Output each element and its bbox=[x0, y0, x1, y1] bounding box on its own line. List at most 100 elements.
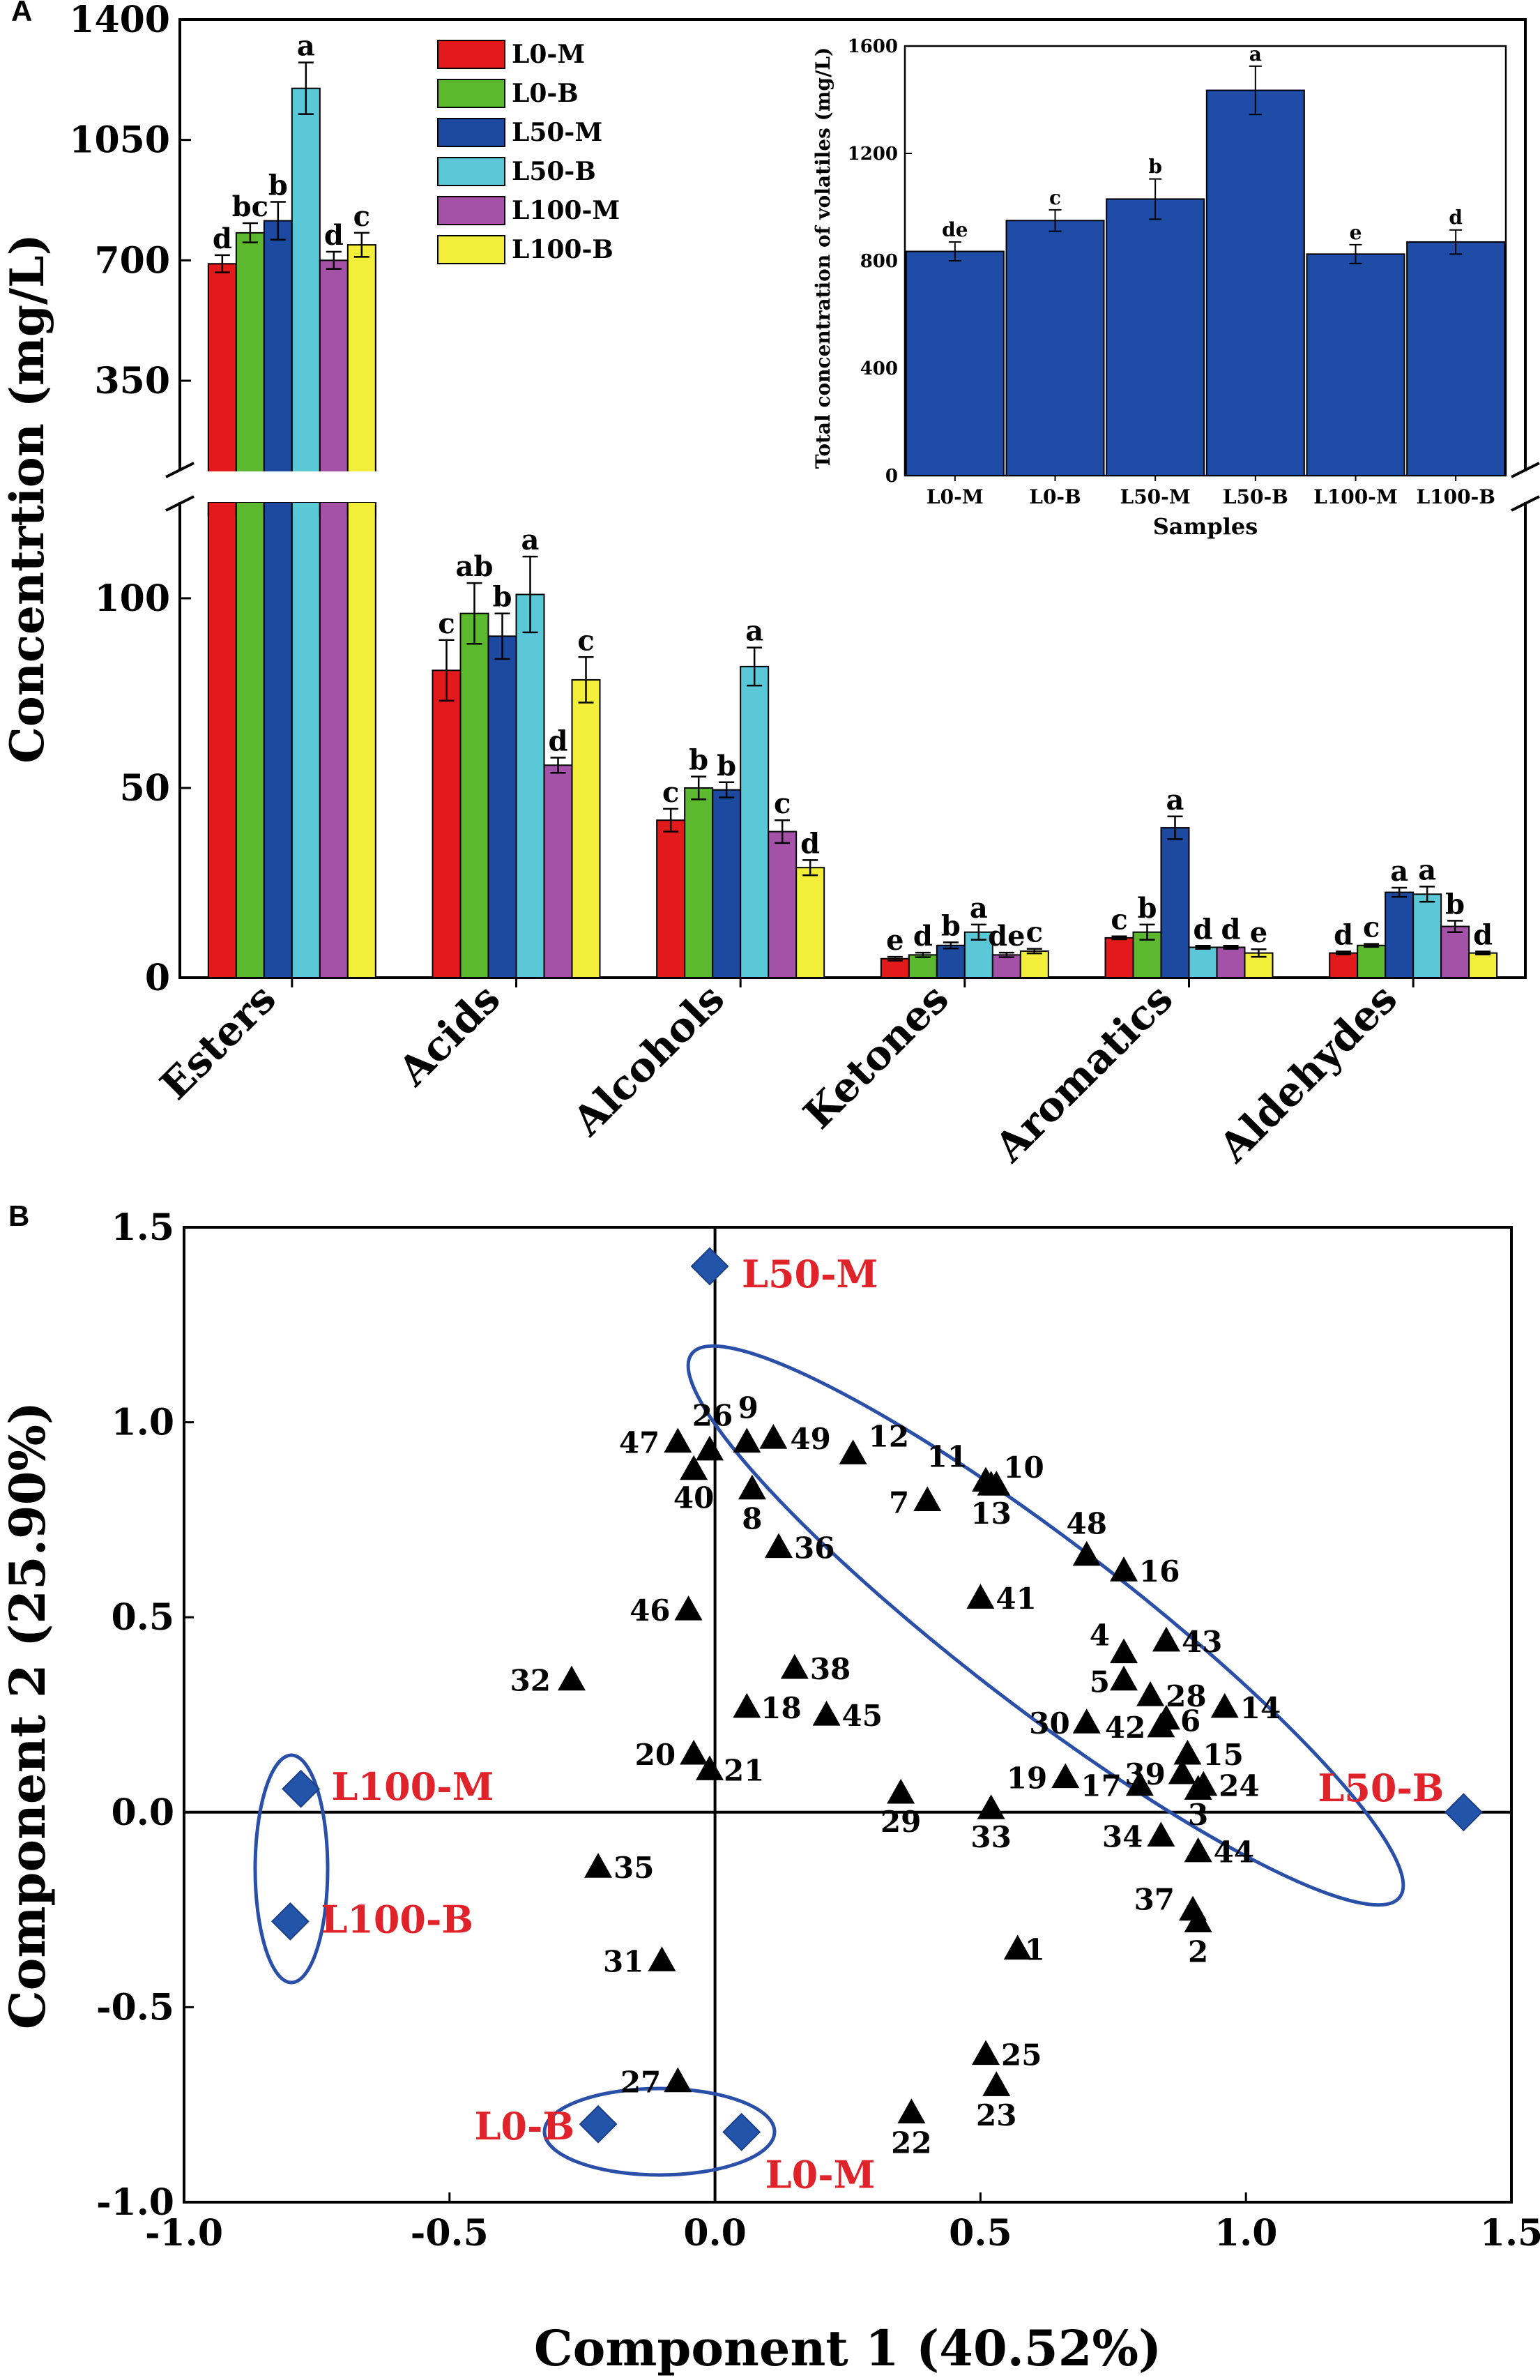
compound-label: 41 bbox=[996, 1582, 1036, 1616]
legend-swatch bbox=[437, 79, 505, 108]
bar bbox=[740, 665, 770, 978]
compound-label: 1 bbox=[1025, 1933, 1045, 1967]
inset-bar bbox=[1106, 198, 1205, 476]
x-tick-label: 0.5 bbox=[949, 2212, 1012, 2254]
compound-label: 32 bbox=[510, 1664, 551, 1698]
compound-marker bbox=[695, 1435, 724, 1461]
sample-label: L50-M bbox=[742, 1252, 878, 1296]
significance-letter: ab bbox=[456, 550, 494, 583]
bar bbox=[908, 954, 938, 979]
panel-label-b: B bbox=[8, 1199, 29, 1232]
significance-letter: c bbox=[1363, 911, 1380, 944]
significance-letter: d bbox=[1334, 918, 1353, 951]
compound-marker bbox=[977, 1794, 1005, 1819]
compound-marker bbox=[780, 1653, 809, 1679]
compound-marker bbox=[887, 1778, 915, 1804]
significance-letter: d bbox=[1194, 913, 1213, 946]
significance-letter: d bbox=[213, 222, 232, 255]
compound-label: 43 bbox=[1182, 1625, 1222, 1659]
compound-marker bbox=[913, 1486, 942, 1512]
group-ellipse bbox=[542, 2086, 777, 2177]
inset-y-axis-title: Total concentration of volatiles (mg/L) bbox=[811, 47, 834, 469]
compound-label: 35 bbox=[613, 1851, 654, 1885]
bar bbox=[1188, 946, 1218, 979]
compound-marker bbox=[1147, 1712, 1175, 1738]
bar bbox=[235, 501, 265, 978]
significance-letter: a bbox=[1166, 784, 1184, 817]
bar bbox=[1216, 946, 1246, 979]
significance-letter: a bbox=[970, 892, 988, 925]
legend-swatch bbox=[437, 157, 505, 186]
inset-x-tick-label: L100-B bbox=[1416, 485, 1495, 508]
compound-label: 28 bbox=[1166, 1679, 1206, 1713]
compound-marker bbox=[1173, 1739, 1202, 1765]
inset-letter: d bbox=[1449, 206, 1463, 229]
compound-marker bbox=[1072, 1540, 1101, 1566]
significance-letter: b bbox=[1445, 888, 1465, 920]
compound-label: 22 bbox=[891, 2125, 931, 2160]
inset-x-tick-label: L100-M bbox=[1313, 485, 1398, 508]
significance-letter: a bbox=[521, 524, 540, 556]
inset-y-tick-label: 0 bbox=[885, 466, 898, 487]
sample-marker bbox=[579, 2105, 618, 2144]
compound-marker bbox=[1003, 1934, 1032, 1960]
compound-label: 44 bbox=[1214, 1835, 1254, 1870]
sample-label: L100-M bbox=[332, 1764, 494, 1809]
legend-swatch bbox=[437, 196, 505, 225]
sample-marker bbox=[282, 1769, 320, 1808]
legend-swatch bbox=[437, 40, 505, 69]
sample-marker bbox=[270, 1902, 310, 1941]
compound-label: 29 bbox=[880, 1805, 921, 1839]
compound-label: 46 bbox=[630, 1593, 670, 1628]
significance-letter: d bbox=[1221, 913, 1241, 946]
y-tick-label: 100 bbox=[94, 577, 170, 620]
sample-marker bbox=[722, 2112, 761, 2151]
compound-marker bbox=[1189, 1771, 1218, 1796]
compound-label: 14 bbox=[1240, 1691, 1281, 1725]
y-tick-label: -0.5 bbox=[96, 1986, 174, 2029]
compound-label: 2 bbox=[1188, 1934, 1208, 1969]
bar bbox=[1468, 952, 1498, 979]
inset-bar bbox=[1406, 241, 1506, 476]
significance-letter: b bbox=[493, 581, 512, 614]
compound-marker bbox=[972, 2040, 1000, 2066]
compound-label: 48 bbox=[1066, 1507, 1106, 1541]
compound-label: 11 bbox=[927, 1439, 968, 1473]
compound-marker bbox=[1110, 1665, 1138, 1691]
compound-marker bbox=[966, 1584, 995, 1609]
y-tick-label: 1050 bbox=[69, 119, 170, 162]
bar bbox=[1329, 952, 1359, 979]
compound-label: 10 bbox=[1003, 1450, 1044, 1485]
legend-label: L50-B bbox=[512, 157, 596, 186]
compound-label: 15 bbox=[1203, 1738, 1243, 1772]
y-tick-label: 350 bbox=[94, 360, 170, 402]
axis-break bbox=[166, 471, 1539, 502]
inset-x-tick-label: L0-M bbox=[927, 485, 984, 508]
compound-marker bbox=[680, 1455, 708, 1480]
significance-letter: c bbox=[353, 200, 370, 233]
compound-marker bbox=[1147, 1821, 1175, 1847]
bar bbox=[346, 501, 376, 978]
legend-label: L100-M bbox=[512, 196, 620, 225]
bar bbox=[684, 787, 714, 978]
inset-y-tick-label: 800 bbox=[860, 251, 898, 272]
compound-marker bbox=[733, 1427, 761, 1453]
significance-letter: b bbox=[941, 909, 961, 942]
bar bbox=[459, 612, 489, 978]
compound-label: 33 bbox=[970, 1820, 1011, 1854]
significance-letter: a bbox=[745, 615, 763, 648]
bar bbox=[263, 501, 293, 978]
axis-break-mark bbox=[165, 495, 195, 512]
legend-label: L100-B bbox=[512, 235, 613, 264]
compound-label: 37 bbox=[1134, 1883, 1175, 1917]
significance-letter: c bbox=[1026, 916, 1043, 949]
category-label: Acids bbox=[388, 975, 509, 1096]
compound-label: 39 bbox=[1124, 1757, 1165, 1791]
significance-letter: c bbox=[662, 776, 679, 809]
compound-label: 6 bbox=[1180, 1704, 1200, 1738]
panel-label-a: A bbox=[11, 0, 32, 27]
legend-label: L0-M bbox=[512, 40, 585, 69]
category-label: Aldehydes bbox=[1210, 975, 1406, 1172]
